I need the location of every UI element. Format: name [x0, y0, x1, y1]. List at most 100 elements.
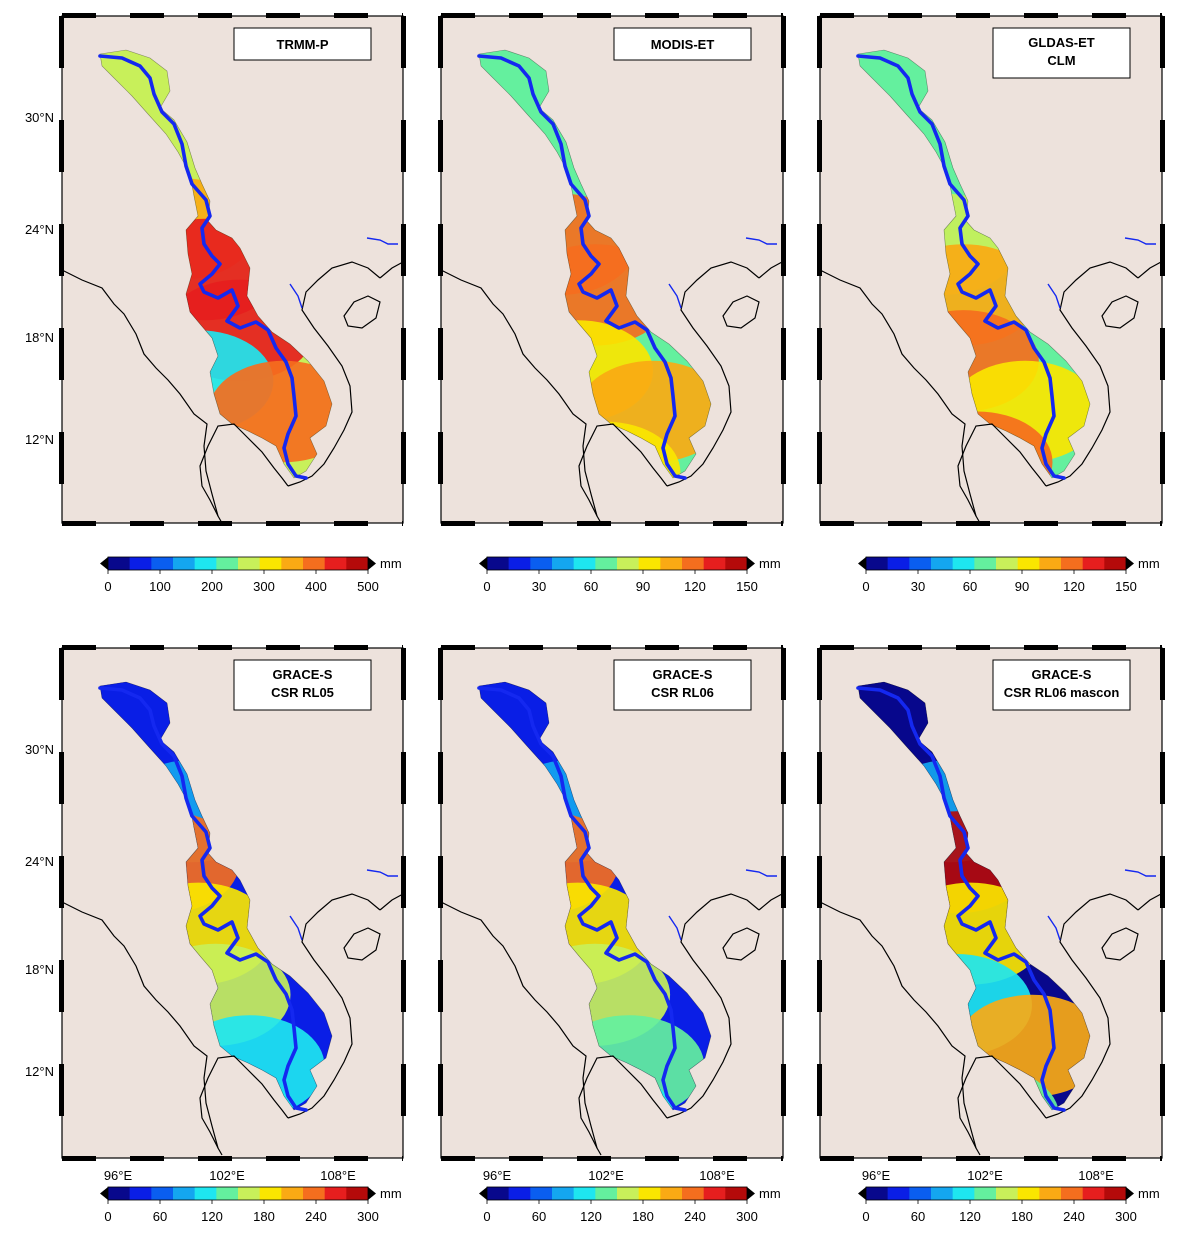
coastline	[578, 423, 668, 517]
panel-title-box	[992, 659, 1131, 711]
colorbar-tick-label: 240	[305, 1209, 327, 1224]
longitude-label: 96°E	[483, 1168, 512, 1183]
colorbar-swatch	[1082, 1187, 1105, 1200]
coastline	[287, 261, 381, 487]
colorbar-swatch	[151, 557, 174, 570]
coastline	[440, 901, 602, 1156]
colorbar-swatch	[952, 1187, 975, 1200]
panel-title-box	[992, 27, 1131, 79]
coastline	[957, 1055, 1047, 1149]
colorbar-swatch	[281, 1187, 304, 1200]
colorbar-swatch	[259, 1187, 282, 1200]
colorbar-over-arrow	[368, 1187, 376, 1200]
colorbar-swatch	[660, 1187, 683, 1200]
colorbar-tick-label: 300	[357, 1209, 379, 1224]
colorbar-tick-label: 60	[911, 1209, 925, 1224]
colorbar-swatch	[238, 1187, 260, 1200]
panel-title: CSR RL06 mascon	[1004, 685, 1120, 700]
colorbar: mm 0 100 200 300 400 500	[100, 556, 402, 594]
colorbar-tick-label: 100	[149, 579, 171, 594]
minor-river	[668, 915, 682, 941]
colorbar-tick-label: 120	[201, 1209, 223, 1224]
colorbar-tick-label: 0	[483, 579, 490, 594]
colorbar-tick-label: 90	[636, 579, 650, 594]
minor-river	[745, 869, 777, 877]
colorbar-swatch	[324, 557, 347, 570]
panel-title-box	[613, 27, 752, 61]
colorbar-swatch	[552, 557, 574, 570]
colorbar-swatch	[508, 1187, 531, 1200]
panel-title-box	[233, 659, 372, 711]
colorbar-unit: mm	[1138, 1186, 1160, 1201]
colorbar-swatch	[194, 557, 217, 570]
colorbar-swatch	[725, 557, 748, 570]
colorbar-swatch	[682, 557, 704, 570]
colorbar-swatch	[508, 557, 531, 570]
colorbar-swatch	[552, 1187, 574, 1200]
colorbar-swatch	[530, 557, 553, 570]
colorbar-swatch	[108, 557, 130, 570]
coastline	[199, 1055, 289, 1149]
colorbar-swatch	[638, 557, 661, 570]
coastline	[1045, 893, 1139, 1119]
minor-river	[745, 237, 777, 245]
colorbar-swatch	[617, 557, 639, 570]
colorbar-swatch	[974, 1187, 997, 1200]
colorbar-swatch	[194, 1187, 217, 1200]
colorbar-swatch	[346, 1187, 369, 1200]
colorbar-swatch	[324, 1187, 347, 1200]
colorbar-swatch	[617, 1187, 639, 1200]
colorbar-tick-label: 0	[862, 579, 869, 594]
colorbar-swatch	[1061, 1187, 1083, 1200]
colorbar-tick-label: 120	[684, 579, 706, 594]
colorbar-swatch	[1017, 557, 1040, 570]
colorbar-unit: mm	[759, 556, 781, 571]
colorbar-tick-label: 90	[1015, 579, 1029, 594]
colorbar-swatch	[1061, 557, 1083, 570]
latitude-label: 18°N	[25, 962, 54, 977]
colorbar-over-arrow	[1126, 557, 1134, 570]
colorbar-over-arrow	[747, 557, 755, 570]
colorbar-tick-label: 240	[1063, 1209, 1085, 1224]
colorbar-swatch	[487, 557, 509, 570]
colorbar-tick-label: 300	[736, 1209, 758, 1224]
colorbar-under-arrow	[479, 1187, 487, 1200]
colorbar-swatch	[173, 557, 195, 570]
panel-title-box	[613, 659, 752, 711]
colorbar-under-arrow	[858, 1187, 866, 1200]
colorbar-swatch	[866, 557, 888, 570]
colorbar-swatch	[487, 1187, 509, 1200]
colorbar-tick-label: 0	[104, 1209, 111, 1224]
coastline	[379, 893, 404, 911]
longitude-label: 108°E	[699, 1168, 735, 1183]
panel-title: TRMM-P	[277, 37, 329, 52]
minor-river	[366, 237, 398, 245]
colorbar: mm 0 60 120 180 240 300	[858, 1186, 1160, 1224]
colorbar-over-arrow	[368, 557, 376, 570]
longitude-label: 96°E	[862, 1168, 891, 1183]
panel-title: GRACE-S	[273, 667, 333, 682]
coastline	[440, 269, 602, 524]
colorbar-swatch	[129, 1187, 152, 1200]
panel-title: GLDAS-ET	[1028, 35, 1095, 50]
coastline	[61, 901, 223, 1156]
coastline	[666, 893, 760, 1119]
coastline	[1137, 261, 1162, 279]
colorbar-swatch	[173, 1187, 195, 1200]
hainan-island	[722, 295, 760, 329]
latitude-label: 30°N	[25, 742, 54, 757]
colorbar-swatch	[1104, 557, 1127, 570]
colorbar-tick-label: 120	[959, 1209, 981, 1224]
coastline	[379, 261, 404, 279]
latitude-label: 12°N	[25, 432, 54, 447]
basin-outline	[857, 681, 1091, 1111]
minor-river	[1047, 915, 1061, 941]
minor-river	[1124, 869, 1156, 877]
colorbar-swatch	[1104, 1187, 1127, 1200]
colorbar-swatch	[238, 557, 260, 570]
map-panel-grace-csr-rl06-mascon: GRACE-S CSR RL06 mascon 96°E 102°E 108°E	[817, 645, 1165, 1183]
colorbar-swatch	[151, 1187, 174, 1200]
minor-river	[289, 283, 303, 309]
longitude-label: 102°E	[588, 1168, 624, 1183]
